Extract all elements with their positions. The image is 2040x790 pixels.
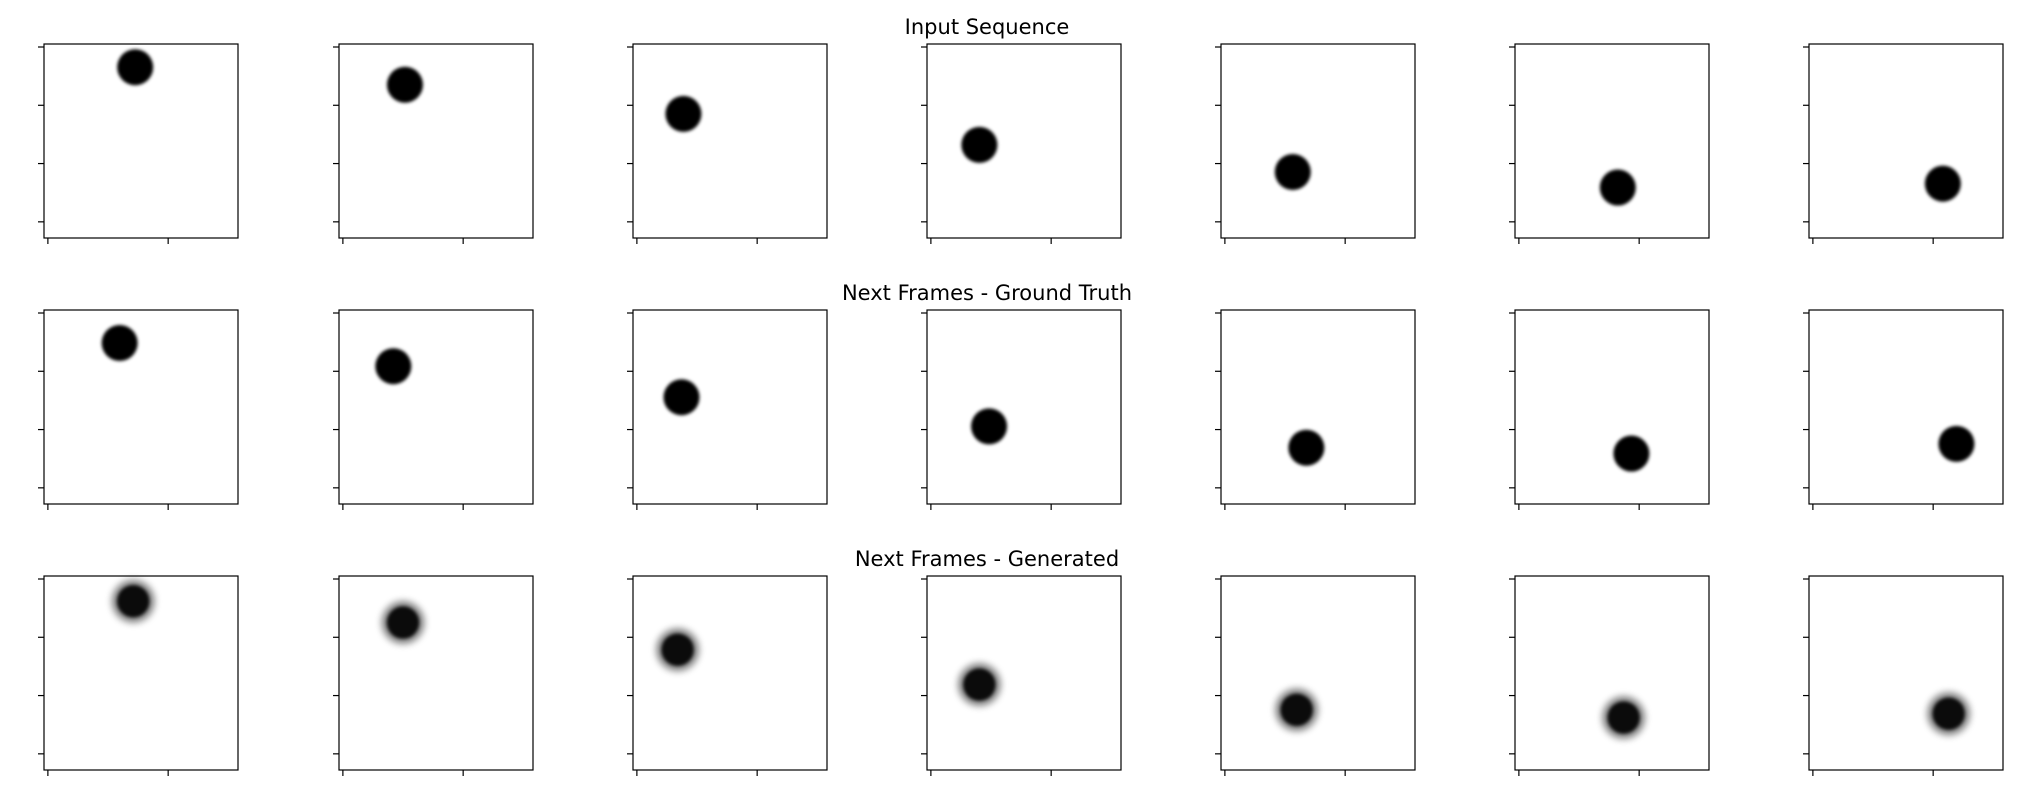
ball bbox=[1280, 693, 1313, 726]
frame-panel bbox=[333, 575, 534, 776]
frame-border bbox=[338, 309, 534, 505]
frame-border bbox=[1220, 43, 1416, 239]
row-title-generated: Next Frames - Generated bbox=[855, 547, 1119, 571]
frame-panel bbox=[1215, 575, 1416, 776]
frame-panels bbox=[38, 43, 2004, 776]
frame-border bbox=[632, 309, 828, 505]
ball bbox=[1613, 435, 1650, 472]
ball bbox=[1288, 429, 1325, 466]
frame-panel bbox=[1803, 43, 2004, 244]
frame-panel bbox=[38, 575, 239, 776]
frame-panel bbox=[627, 575, 828, 776]
frame-panel bbox=[1215, 43, 1416, 244]
frame-border bbox=[338, 43, 534, 239]
frame-panel bbox=[38, 309, 239, 510]
frame-border bbox=[1514, 575, 1710, 771]
ball bbox=[1599, 169, 1636, 206]
ball bbox=[386, 66, 423, 103]
frame-border bbox=[1808, 575, 2004, 771]
ball bbox=[101, 324, 138, 361]
frame-panel bbox=[1509, 43, 1710, 244]
row-title-input-sequence: Input Sequence bbox=[905, 15, 1070, 39]
frame-border bbox=[1808, 309, 2004, 505]
ball bbox=[1274, 154, 1311, 191]
frame-panel bbox=[1509, 309, 1710, 510]
ball bbox=[387, 606, 420, 639]
frame-border bbox=[43, 309, 239, 505]
ball bbox=[963, 668, 996, 701]
ball bbox=[663, 379, 700, 416]
frame-border bbox=[1220, 575, 1416, 771]
frame-border bbox=[926, 309, 1122, 505]
ball bbox=[1924, 165, 1961, 202]
ball bbox=[375, 348, 412, 385]
frame-border bbox=[926, 43, 1122, 239]
ball bbox=[1938, 425, 1975, 462]
frame-border bbox=[632, 575, 828, 771]
frame-panel bbox=[921, 575, 1122, 776]
ball bbox=[961, 126, 998, 163]
frame-panel bbox=[1215, 309, 1416, 510]
frame-border bbox=[632, 43, 828, 239]
frame-panel bbox=[921, 43, 1122, 244]
frame-panel bbox=[1803, 575, 2004, 776]
ball bbox=[1932, 697, 1965, 730]
frame-panel bbox=[921, 309, 1122, 510]
frame-panel bbox=[38, 43, 239, 244]
frame-border bbox=[1808, 43, 2004, 239]
ball bbox=[117, 49, 154, 86]
ball bbox=[1607, 701, 1640, 734]
frame-border bbox=[1220, 309, 1416, 505]
ball bbox=[971, 408, 1008, 445]
frame-border bbox=[1514, 43, 1710, 239]
frame-panel bbox=[1803, 309, 2004, 510]
ball bbox=[117, 585, 150, 618]
frame-border bbox=[1514, 309, 1710, 505]
frame-panel bbox=[1509, 575, 1710, 776]
frame-panel bbox=[627, 309, 828, 510]
row-title-ground-truth: Next Frames - Ground Truth bbox=[842, 281, 1132, 305]
frame-border bbox=[338, 575, 534, 771]
ball bbox=[661, 633, 694, 666]
frame-border bbox=[926, 575, 1122, 771]
frame-panel bbox=[627, 43, 828, 244]
frame-panel bbox=[333, 43, 534, 244]
ball bbox=[665, 95, 702, 132]
frame-panel bbox=[333, 309, 534, 510]
